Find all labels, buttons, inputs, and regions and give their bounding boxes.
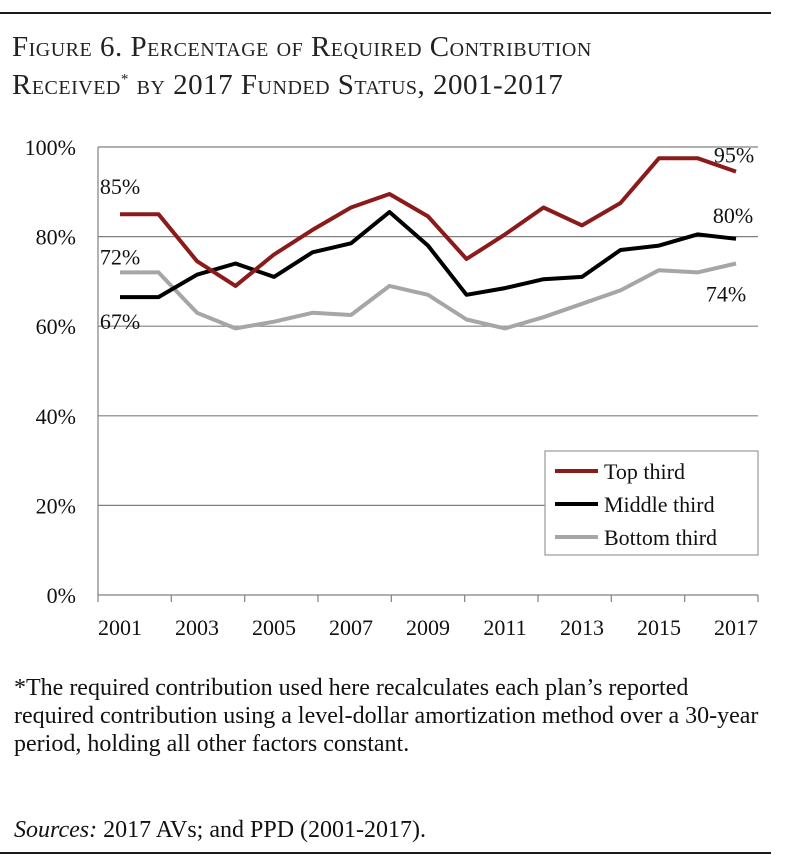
footnote-marker: *: [120, 71, 129, 88]
data-label: 85%: [100, 174, 140, 199]
x-tick-label: 2005: [252, 615, 296, 640]
x-tick-label: 2003: [175, 615, 219, 640]
x-tick-label: 2001: [98, 615, 142, 640]
sources-label: Sources:: [14, 817, 98, 843]
sources-line: Sources: 2017 AVs; and PPD (2001-2017).: [14, 816, 774, 844]
legend-label: Top third: [604, 459, 685, 484]
x-tick-label: 2013: [560, 615, 604, 640]
sources-text: 2017 AVs; and PPD (2001-2017).: [97, 817, 427, 843]
axes: [97, 147, 759, 602]
data-label: 95%: [714, 143, 754, 168]
legend-label: Bottom third: [604, 525, 717, 550]
footnote-text: *The required contribution used here rec…: [14, 675, 759, 757]
y-tick-label: 0%: [47, 583, 76, 608]
data-label: 72%: [100, 244, 140, 269]
series-line-bottom-third: [120, 261, 737, 331]
figure-title: Figure 6. Percentage of Required Contrib…: [12, 28, 772, 104]
y-tick-label: 80%: [36, 225, 76, 250]
series-line-middle-third: [120, 210, 737, 300]
legend: Top third Middle third Bottom third: [544, 450, 759, 556]
data-label: 67%: [100, 309, 140, 334]
series-line-top-third: [120, 156, 737, 288]
top-rule: [0, 12, 771, 14]
y-tick-label: 60%: [36, 314, 76, 339]
series-lines: [120, 156, 737, 331]
x-axis-tick-labels: 2001 2003 2005 2007 2009 2011 2013 2015 2017: [98, 615, 758, 640]
figure-title-received: Received: [12, 69, 121, 101]
x-tick-label: 2017: [714, 615, 758, 640]
y-tick-label: 100%: [25, 135, 76, 160]
figure-title-line-2: Received* by 2017 Funded Status, 2001-20…: [12, 66, 772, 104]
x-tick-label: 2009: [406, 615, 450, 640]
x-tick-label: 2011: [483, 615, 526, 640]
data-label: 74%: [706, 281, 746, 306]
y-tick-label: 20%: [36, 493, 76, 518]
data-labels: 85% 72% 67% 95% 80% 74%: [100, 143, 754, 334]
y-axis-tick-labels: 0% 20% 40% 60% 80% 100%: [25, 135, 76, 608]
data-label: 80%: [713, 203, 753, 228]
figure-title-line-1: Figure 6. Percentage of Required Contrib…: [12, 31, 592, 63]
y-tick-label: 40%: [36, 404, 76, 429]
bottom-rule: [0, 852, 771, 854]
figure-title-rest: by 2017 Funded Status, 2001-2017: [128, 69, 564, 101]
legend-label: Middle third: [604, 492, 715, 517]
x-tick-label: 2015: [637, 615, 681, 640]
x-tick-label: 2007: [329, 615, 373, 640]
line-chart: 0%20%40%60%80%100% 2001 2003 2005 2007 2009 2…: [25, 135, 759, 640]
